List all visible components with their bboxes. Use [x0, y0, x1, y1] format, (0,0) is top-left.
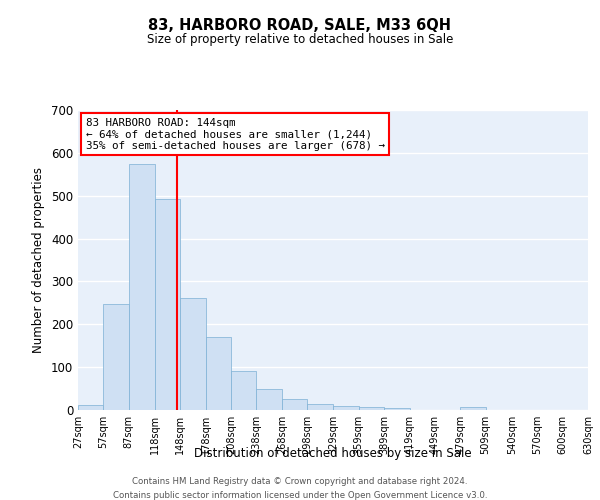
- Bar: [206, 337, 231, 410]
- Bar: [181, 298, 206, 410]
- Bar: [384, 408, 410, 410]
- Text: 83, HARBORO ROAD, SALE, M33 6QH: 83, HARBORO ROAD, SALE, M33 6QH: [149, 18, 452, 32]
- Bar: [282, 400, 307, 410]
- Bar: [155, 198, 181, 410]
- Text: Contains HM Land Registry data © Crown copyright and database right 2024.: Contains HM Land Registry data © Crown c…: [132, 478, 468, 486]
- Bar: [129, 164, 155, 410]
- Bar: [359, 408, 384, 410]
- Bar: [78, 405, 103, 410]
- Bar: [103, 304, 129, 410]
- Bar: [231, 372, 256, 410]
- Bar: [460, 407, 485, 410]
- Bar: [334, 406, 359, 410]
- Bar: [256, 388, 282, 410]
- Text: Distribution of detached houses by size in Sale: Distribution of detached houses by size …: [194, 448, 472, 460]
- Bar: [307, 404, 334, 410]
- Y-axis label: Number of detached properties: Number of detached properties: [32, 167, 46, 353]
- Text: Size of property relative to detached houses in Sale: Size of property relative to detached ho…: [147, 32, 453, 46]
- Text: 83 HARBORO ROAD: 144sqm
← 64% of detached houses are smaller (1,244)
35% of semi: 83 HARBORO ROAD: 144sqm ← 64% of detache…: [86, 118, 385, 150]
- Text: Contains public sector information licensed under the Open Government Licence v3: Contains public sector information licen…: [113, 491, 487, 500]
